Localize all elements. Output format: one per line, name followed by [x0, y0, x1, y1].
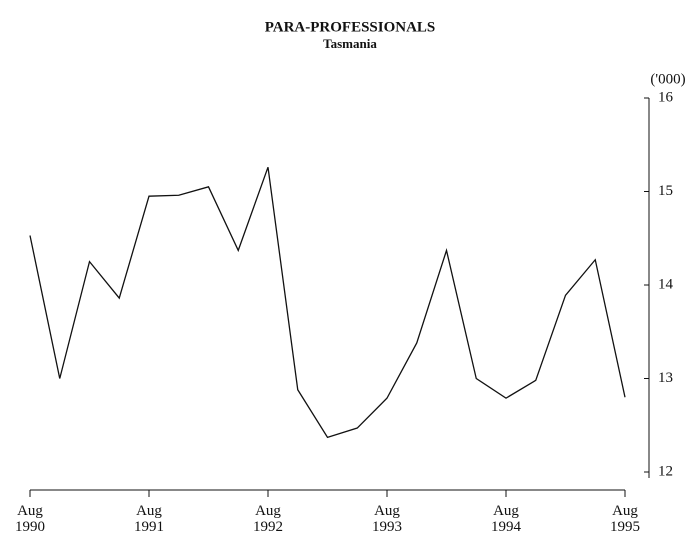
y-tick-label: 13: [658, 370, 673, 386]
chart-subtitle: Tasmania: [323, 36, 377, 51]
x-tick-label: Aug 1991: [134, 503, 164, 535]
x-tick-label: Aug 1995: [610, 503, 640, 535]
y-tick-label: 14: [658, 276, 674, 292]
x-tick-label: Aug 1993: [372, 503, 402, 535]
y-axis-label: ('000): [650, 71, 685, 87]
chart-title: PARA-PROFESSIONALS: [265, 19, 436, 35]
x-tick-label: Aug 1990: [15, 503, 45, 535]
x-tick-label: Aug 1994: [491, 503, 522, 535]
y-tick-label: 16: [658, 89, 674, 105]
y-tick-label: 12: [658, 463, 673, 479]
x-tick-label: Aug 1992: [253, 503, 283, 535]
data-line: [29, 166, 626, 439]
y-tick-label: 15: [658, 183, 673, 199]
